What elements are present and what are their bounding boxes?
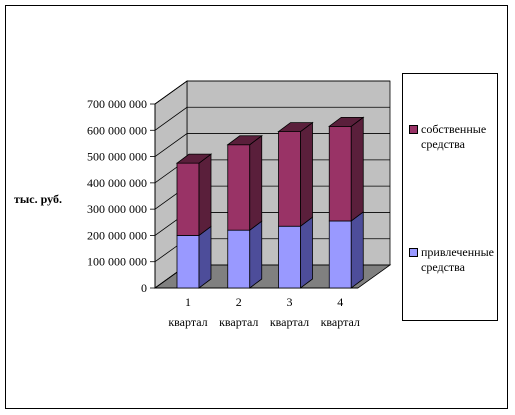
x-tick-label: квартал <box>168 315 207 329</box>
legend-swatch-borrowed-funds <box>409 248 418 257</box>
gridline <box>154 133 390 157</box>
bar-front <box>328 220 352 289</box>
bar-side <box>249 220 263 289</box>
bar-front <box>176 162 200 236</box>
y-axis-label: тыс. руб. <box>14 192 62 206</box>
y-tick-label: 400 000 000 <box>87 176 147 190</box>
y-tick-label: 700 000 000 <box>87 97 147 111</box>
gridline <box>154 80 390 105</box>
y-tick-label: 500 000 000 <box>87 150 147 164</box>
bar-front <box>227 144 251 231</box>
x-tick-label: квартал <box>270 315 309 329</box>
bar-top <box>328 116 365 127</box>
bar-side <box>350 116 364 222</box>
y-tick-label: 200 000 000 <box>87 228 147 242</box>
x-tick-label: квартал <box>321 315 360 329</box>
bar-side <box>198 225 212 289</box>
bar-front <box>176 235 200 289</box>
bar-side <box>300 121 313 228</box>
legend-swatch-own-funds <box>409 125 418 134</box>
bar-side <box>249 134 263 231</box>
x-tick-label: 1 <box>185 295 191 309</box>
bar-front <box>328 125 352 222</box>
bar-side <box>300 216 313 289</box>
bar-side <box>198 153 212 237</box>
x-tick-label: 3 <box>287 295 293 309</box>
bar-front <box>278 131 301 227</box>
x-tick-label: 2 <box>236 295 242 309</box>
bar-side <box>350 211 364 289</box>
legend-label-own-funds: собственные средства <box>421 122 487 151</box>
bar-front <box>278 225 301 289</box>
x-tick-label: 4 <box>337 295 343 309</box>
bar-top <box>226 135 263 146</box>
bar-front <box>227 229 251 289</box>
y-tick-label: 0 <box>141 281 147 295</box>
gridline <box>154 106 390 131</box>
y-tick-label: 100 000 000 <box>87 255 147 269</box>
legend-label-borrowed-funds: привлеченные средства <box>421 245 494 274</box>
bar-top <box>277 122 314 133</box>
bar-top <box>175 153 213 164</box>
x-tick-label: квартал <box>219 315 258 329</box>
y-tick-label: 600 000 000 <box>87 123 147 137</box>
legend: собственные средства привлеченные средст… <box>402 73 498 321</box>
y-tick-label: 300 000 000 <box>87 202 147 216</box>
